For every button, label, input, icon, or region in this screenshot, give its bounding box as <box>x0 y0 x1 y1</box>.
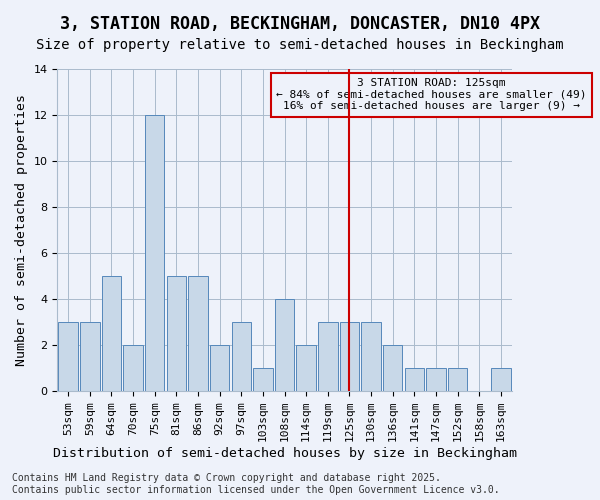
Bar <box>58 322 78 391</box>
Bar <box>253 368 272 391</box>
Bar <box>167 276 186 391</box>
Bar <box>232 322 251 391</box>
Bar <box>296 345 316 391</box>
Bar <box>210 345 229 391</box>
Bar <box>145 115 164 391</box>
Bar <box>383 345 403 391</box>
Bar <box>340 322 359 391</box>
Bar <box>188 276 208 391</box>
Bar <box>426 368 446 391</box>
Bar <box>318 322 338 391</box>
Y-axis label: Number of semi-detached properties: Number of semi-detached properties <box>15 94 28 366</box>
Bar <box>448 368 467 391</box>
Bar <box>124 345 143 391</box>
Text: 3 STATION ROAD: 125sqm
← 84% of semi-detached houses are smaller (49)
16% of sem: 3 STATION ROAD: 125sqm ← 84% of semi-det… <box>277 78 587 112</box>
X-axis label: Distribution of semi-detached houses by size in Beckingham: Distribution of semi-detached houses by … <box>53 447 517 460</box>
Bar <box>404 368 424 391</box>
Bar <box>361 322 381 391</box>
Bar <box>80 322 100 391</box>
Bar <box>102 276 121 391</box>
Bar <box>275 299 294 391</box>
Text: 3, STATION ROAD, BECKINGHAM, DONCASTER, DN10 4PX: 3, STATION ROAD, BECKINGHAM, DONCASTER, … <box>60 15 540 33</box>
Bar <box>491 368 511 391</box>
Text: Size of property relative to semi-detached houses in Beckingham: Size of property relative to semi-detach… <box>36 38 564 52</box>
Text: Contains HM Land Registry data © Crown copyright and database right 2025.
Contai: Contains HM Land Registry data © Crown c… <box>12 474 500 495</box>
